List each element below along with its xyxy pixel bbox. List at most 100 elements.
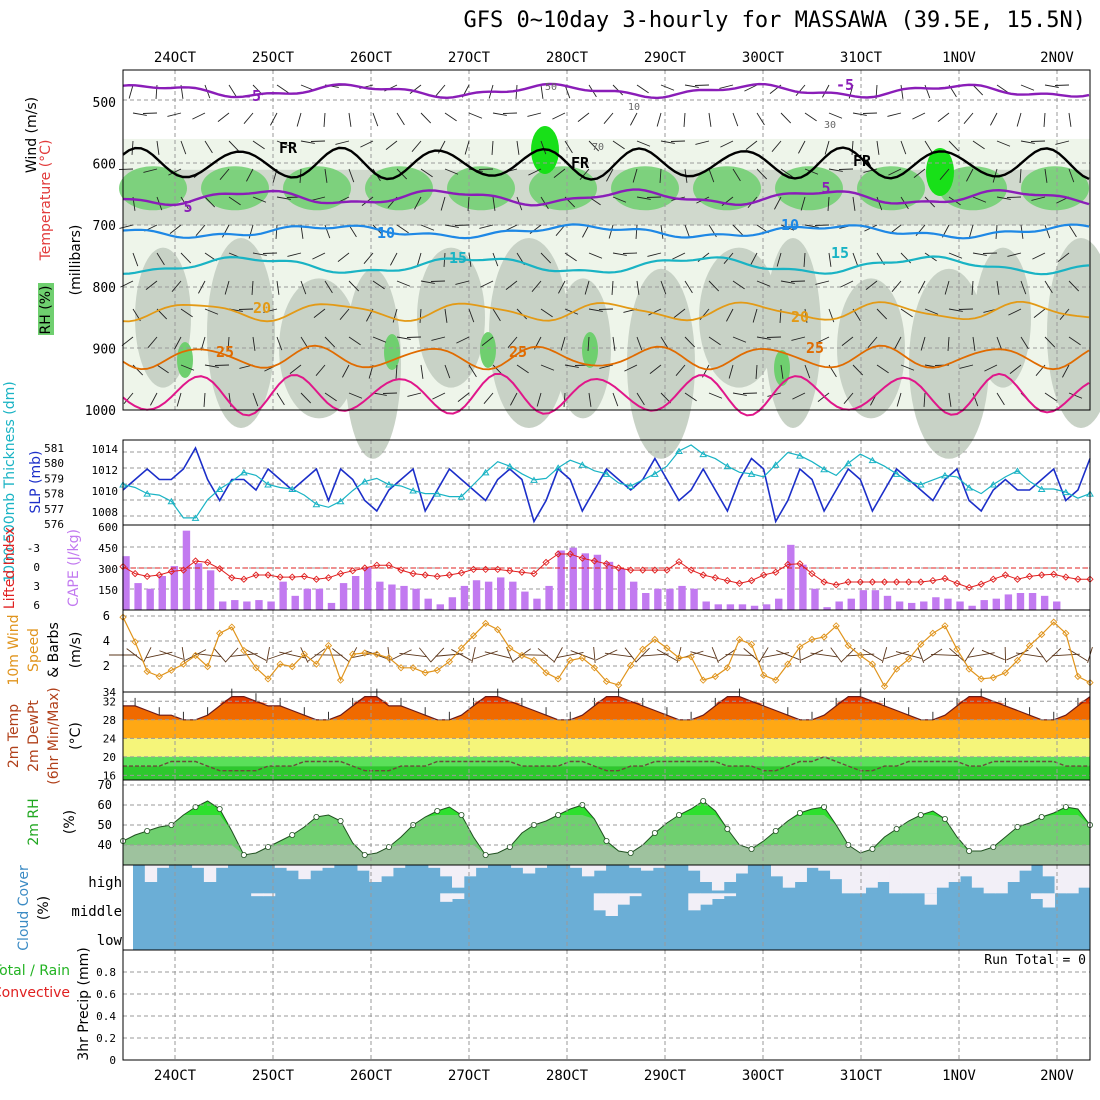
lifted-index-point	[494, 565, 502, 574]
wind-speed-point	[1038, 630, 1046, 639]
wind-speed-point	[590, 664, 599, 672]
wind-barb	[409, 84, 422, 94]
wind-speed-point	[1062, 629, 1070, 637]
cape-bar	[1040, 595, 1049, 610]
temp-contour-30	[122, 372, 1090, 417]
wind-speed-point	[131, 638, 139, 646]
wind-barb-10m	[213, 647, 227, 663]
wind-barb	[804, 112, 817, 122]
cape-bar	[339, 583, 348, 610]
wind-barb	[752, 308, 758, 323]
rh-contour-label: 70	[592, 142, 604, 153]
temp-contour-minus5	[122, 82, 1090, 100]
thickness-point	[650, 470, 659, 477]
wind-speed-point	[312, 660, 321, 668]
cloud-cell-middle	[617, 893, 630, 905]
thickness-point	[941, 471, 949, 479]
cape-bar	[678, 585, 686, 610]
rh-shade-green	[939, 166, 1007, 211]
wind-barb	[360, 140, 374, 148]
wind-barb-10m	[553, 647, 563, 663]
cape-bar	[424, 598, 432, 610]
wind-barb	[1020, 280, 1027, 295]
wind-barb-10m	[230, 653, 258, 657]
wind-barb	[315, 364, 326, 377]
cloud-cell-high	[818, 865, 831, 871]
wind-barb-10m	[725, 654, 754, 656]
rh2m-point	[289, 832, 296, 839]
lifted-index-point	[409, 569, 417, 578]
wind-barb	[372, 336, 387, 343]
wind-barb-10m	[640, 653, 669, 657]
cape-bar	[920, 601, 928, 610]
wind-barb-10m	[537, 648, 555, 662]
cape-bar	[521, 591, 529, 610]
wind-speed-point	[929, 629, 937, 637]
wind-barb	[1044, 280, 1053, 294]
wind-barb-10m	[430, 647, 445, 663]
rh2m-point	[748, 846, 755, 853]
thickness-point	[409, 487, 417, 494]
lifted-index-point	[627, 566, 635, 574]
thickness-tick: 579	[44, 472, 64, 485]
lifted-index-point	[143, 572, 151, 581]
wind-barb	[456, 336, 470, 344]
cape-bar	[581, 553, 590, 610]
wind-speed-point	[820, 633, 828, 641]
wind-barb	[647, 252, 662, 257]
rh-shade-green	[774, 350, 790, 386]
wind-barb	[527, 112, 542, 117]
wind-barb	[435, 84, 446, 97]
wind-speed-point	[143, 667, 151, 676]
cloud-cell-high	[581, 865, 595, 877]
wind-barb	[584, 280, 590, 295]
cloud-cell-middle	[629, 893, 642, 897]
wind-barb-10m	[884, 650, 910, 660]
wind-barb-10m	[1036, 647, 1048, 663]
wind-barb	[984, 364, 998, 372]
slp-tick: 1010	[92, 485, 119, 498]
temp-tick: 32	[103, 695, 116, 708]
wind-speed-point	[675, 654, 683, 662]
temp-band-green-dark	[123, 766, 1090, 780]
thickness-point	[312, 500, 321, 508]
wind-speed-point	[602, 677, 611, 686]
wind-barb	[1020, 140, 1035, 144]
lifted-index-point	[469, 565, 478, 574]
li-tick: 0	[33, 561, 40, 574]
wind-barb	[588, 140, 600, 152]
wind-barb	[611, 280, 614, 295]
wind-barb	[649, 364, 662, 374]
rh2m-point	[555, 812, 562, 819]
lifted-index-point	[385, 561, 393, 569]
cape-bar	[775, 598, 783, 610]
wind-barb	[411, 140, 422, 153]
rh-shade-green	[480, 332, 496, 368]
wind-barb	[774, 196, 782, 210]
wind-barb	[732, 392, 747, 396]
wind-barb	[516, 140, 520, 155]
cloud-cell-high	[310, 865, 323, 871]
wind-barb	[732, 168, 741, 182]
wind-barb-10m	[193, 653, 222, 657]
wind-speed-point	[216, 629, 224, 637]
millibars-label: (millibars)	[68, 225, 84, 296]
rh-shade-bright	[926, 148, 954, 196]
wind-barb	[1068, 336, 1081, 346]
wind-barb	[128, 84, 134, 99]
rh2m-point	[772, 828, 779, 835]
wind-barb	[612, 196, 627, 203]
wind-barb	[219, 168, 230, 181]
wind-barb	[119, 224, 134, 229]
thickness-point	[239, 468, 248, 476]
cloud-cell-high	[192, 865, 205, 868]
wind-barb-10m	[967, 652, 995, 658]
lifted-index-point	[965, 583, 973, 592]
wind-barb	[612, 84, 624, 96]
wind-barb	[156, 364, 169, 374]
wind-barb	[708, 280, 720, 292]
li-tick: -3	[27, 542, 40, 555]
wind-barb	[491, 140, 494, 155]
rh2m-point	[192, 804, 199, 811]
cloud-axis-label: Cloud Cover	[16, 865, 32, 951]
